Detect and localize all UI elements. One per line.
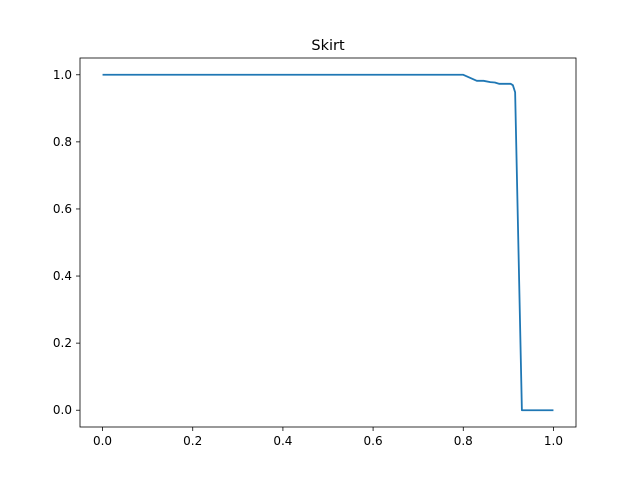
y-tick-label: 1.0: [53, 68, 72, 82]
y-tick-label: 0.4: [53, 269, 72, 283]
series-line: [102, 73, 554, 412]
x-tick-label: 1.0: [544, 434, 563, 448]
y-tick-label: 0.0: [53, 403, 72, 417]
plot-frame: [79, 57, 577, 428]
x-tick-label: 0.0: [93, 434, 112, 448]
y-tick-label: 0.2: [53, 336, 72, 350]
chart-title: Skirt: [311, 38, 345, 54]
x-tick-label: 0.6: [364, 434, 383, 448]
y-tick-label: 0.6: [53, 202, 72, 216]
x-tick-label: 0.4: [273, 434, 292, 448]
y-tick-label: 0.8: [53, 135, 72, 149]
x-tick-label: 0.2: [183, 434, 202, 448]
x-tick-label: 0.8: [454, 434, 473, 448]
